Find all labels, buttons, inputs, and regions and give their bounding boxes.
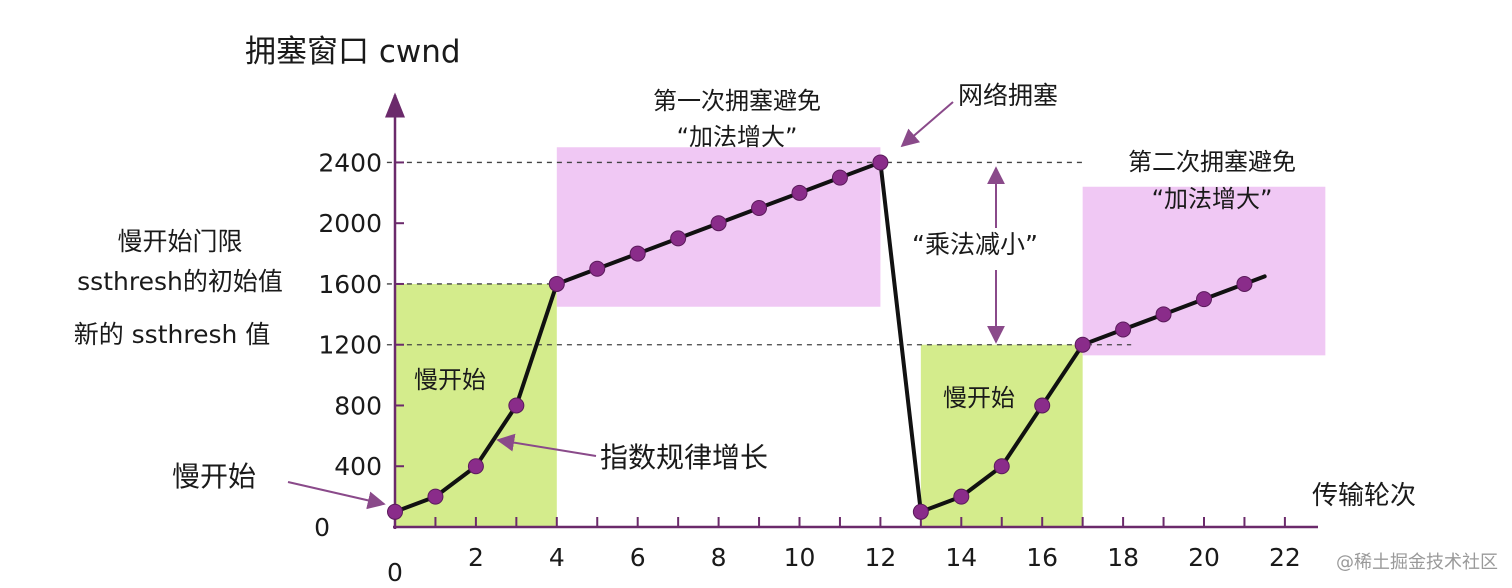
x-tick-label-4: 4 — [549, 543, 565, 572]
data-point-8 — [710, 215, 727, 232]
data-point-13 — [912, 503, 929, 520]
x-tick-label-8: 8 — [711, 543, 727, 572]
region-0 — [395, 283, 557, 527]
data-point-6 — [629, 245, 646, 262]
x-tick-label-2: 2 — [468, 543, 484, 572]
region-label-ca1-line2: “加法增大” — [677, 123, 798, 151]
x-tick-label-12: 12 — [864, 543, 896, 572]
annotation-ssthresh-initial-2: ssthresh的初始值 — [77, 267, 283, 296]
x-tick-label-10: 10 — [784, 543, 816, 572]
x-tick-label-16: 16 — [1026, 543, 1058, 572]
data-point-18 — [1115, 321, 1132, 338]
series-cwnd — [387, 154, 1267, 520]
y-tick-label-800: 800 — [334, 391, 382, 420]
data-point-15 — [993, 458, 1010, 475]
data-point-11 — [831, 169, 848, 186]
data-point-14 — [953, 488, 970, 505]
arrow-slow-start — [287, 481, 386, 510]
y-tick-label-400: 400 — [334, 452, 382, 481]
data-point-20 — [1196, 291, 1212, 308]
series-line — [394, 160, 1246, 514]
data-point-12 — [872, 154, 889, 171]
y-tick-labels: 0 400 800 1200 1600 2000 2400 — [314, 148, 382, 542]
arrow-exponential-growth — [496, 433, 597, 457]
annotation-ssthresh-new: 新的 ssthresh 值 — [74, 320, 271, 349]
y-tick-label-2400: 2400 — [318, 148, 382, 177]
region-label-slow-start-2: 慢开始 — [943, 384, 1015, 412]
y-tick-label-0: 0 — [314, 513, 330, 542]
annotation-ssthresh-initial-1: 慢开始门限 — [117, 227, 242, 256]
x-tick-label-20: 20 — [1188, 543, 1220, 572]
x-tick-label-6: 6 — [630, 543, 646, 572]
y-tick-label-2000: 2000 — [318, 209, 382, 238]
annotation-multiplicative-decrease: “乘法减小” — [912, 230, 1038, 259]
axes — [385, 92, 1318, 529]
data-point-1 — [427, 488, 444, 505]
data-point-16 — [1034, 397, 1051, 414]
data-point-17 — [1074, 336, 1091, 353]
x-tick-label-22: 22 — [1269, 543, 1301, 572]
data-point-10 — [791, 184, 808, 201]
x-tick-label-18: 18 — [1107, 543, 1139, 572]
annotation-congestion: 网络拥塞 — [958, 81, 1058, 110]
data-point-4 — [548, 275, 565, 292]
region-label-ca2-line2: “加法增大” — [1152, 185, 1273, 213]
y-axis-title: 拥塞窗口 cwnd — [245, 34, 461, 70]
region-label-ca2-line1: 第二次拥塞避免 — [1128, 148, 1296, 176]
x-axis-title: 传输轮次 — [1312, 481, 1416, 511]
annotation-slow-start-arrow: 慢开始 — [172, 460, 256, 493]
region-2 — [920, 344, 1083, 527]
data-point-7 — [670, 230, 687, 247]
data-point-19 — [1155, 306, 1172, 323]
x-tick-labels: 0 2 4 6 8 10 12 14 16 18 20 22 — [387, 543, 1301, 587]
data-point-0 — [387, 503, 403, 520]
region-label-slow-start-1: 慢开始 — [414, 366, 486, 394]
reference-lines — [386, 161, 1132, 346]
y-tick-label-1600: 1600 — [318, 270, 382, 299]
x-tick-label-14: 14 — [945, 543, 977, 572]
data-point-5 — [589, 260, 606, 277]
arrow-congestion — [900, 101, 954, 148]
annotation-exponential-growth: 指数规律增长 — [600, 441, 768, 474]
data-point-2 — [467, 458, 484, 475]
region-label-ca1-line1: 第一次拥塞避免 — [653, 87, 821, 115]
data-point-9 — [751, 200, 768, 217]
x-tick-label-0: 0 — [387, 558, 403, 587]
watermark: @稀土掘金技术社区 — [1336, 552, 1498, 573]
data-point-3 — [508, 397, 525, 414]
data-point-21 — [1236, 275, 1253, 292]
y-tick-label-1200: 1200 — [318, 331, 382, 360]
